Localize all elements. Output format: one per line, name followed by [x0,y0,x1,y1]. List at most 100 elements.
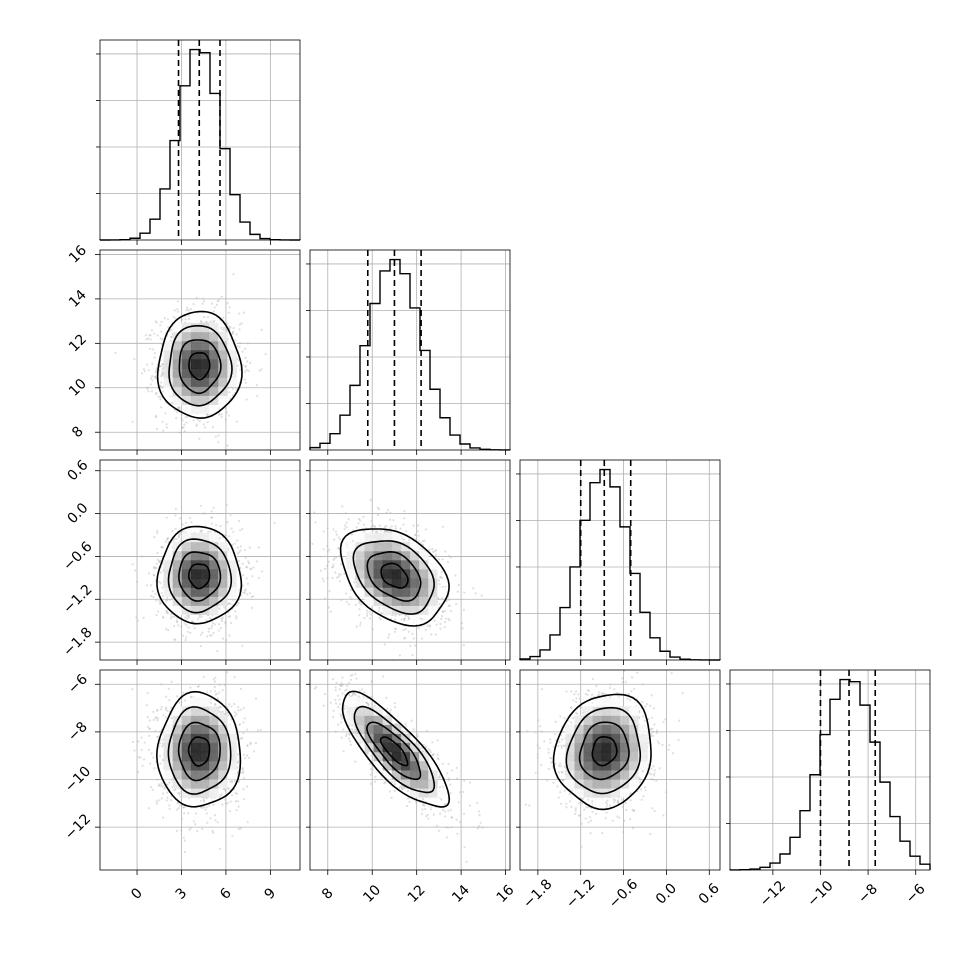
density-cell [355,541,365,552]
density-cell [218,578,228,588]
density-cell [190,313,201,324]
scatter-point [207,530,210,533]
scatter-point [157,784,160,787]
scatter-point [162,616,165,619]
scatter-point [156,735,159,739]
scatter-point [179,531,182,534]
scatter-point [233,542,236,545]
scatter-point [212,632,215,635]
scatter-point [412,637,415,640]
scatter-point [235,617,238,620]
scatter-point [157,799,160,802]
density-cell [218,359,228,369]
scatter-point [131,420,134,423]
density-cell [428,578,438,588]
histogram-panel-3 [726,669,931,871]
scatter-point [421,618,424,621]
y-tick-label: 10 [66,376,90,400]
scatter-point [355,526,358,529]
scatter-point [203,316,206,319]
scatter-point [244,588,247,591]
scatter-point [242,574,245,577]
scatter-point [370,520,373,523]
scatter-point [435,623,438,626]
scatter-point [321,577,324,580]
scatter-point [156,802,159,805]
scatter-point [443,626,446,629]
scatter-point [153,536,156,539]
scatter-point [169,613,173,616]
scatter-point [188,467,190,469]
scatter-point [337,546,340,550]
scatter-point [159,337,162,340]
density-cell [200,395,210,405]
density-cell [190,386,201,396]
scatter-point [217,629,220,632]
scatter-point [186,306,189,309]
scatter-point [363,523,366,526]
density-cell [218,395,228,405]
contour-line-1 [178,339,222,395]
density-cell [209,560,219,570]
scatter-point [166,596,169,599]
scatter-point [151,362,154,365]
density-cell [364,532,374,543]
scatter-point [229,514,232,517]
scatter-point [225,411,228,414]
scatter-point [201,827,204,830]
density-cell [181,395,192,405]
scatter-point [216,692,219,695]
scatter-point [403,517,406,520]
scatter-point [164,706,168,709]
scatter-point [223,606,226,609]
density-cell [200,322,210,333]
scatter-point [154,320,157,323]
scatter-point [377,609,380,612]
scatter-point [252,595,255,598]
density-cell [172,587,183,597]
scatter-point [216,697,219,700]
density-cell [209,605,219,615]
scatter-point [437,666,439,668]
scatter-point [260,368,263,371]
scatter-point [327,560,330,564]
scatter-point [189,516,192,520]
scatter-point [140,555,144,558]
scatter-point [177,536,181,539]
scatter-point [337,573,341,576]
scatter-point [210,627,213,630]
density-cell [410,587,420,597]
scatter-point [218,683,221,687]
density-cell [172,331,183,342]
scatter-point [392,519,395,522]
scatter-point [206,821,209,824]
scatter-point [166,318,170,321]
scatter-point [238,345,241,348]
scatter-point [161,616,164,619]
density-cell [382,532,393,543]
scatter-point [445,617,448,620]
scatter-point [161,758,164,762]
scatter-point [176,300,179,303]
panel-content [310,460,510,668]
density-cell [410,578,420,588]
scatter-point [191,620,194,623]
scatter-point [225,503,228,507]
scatter-point [159,560,162,563]
scatter-point [175,411,179,414]
scatter-point [227,602,230,605]
scatter-point [222,316,225,319]
scatter-point [398,654,401,657]
density-cell [218,569,228,579]
scatter-point [335,576,339,579]
scatter-point [376,530,379,533]
scatter-point [155,391,158,394]
scatter-point [183,423,186,426]
scatter-point [237,780,240,783]
scatter-point [232,273,235,276]
density-cell [410,596,420,606]
scatter-point [244,381,247,384]
scatter-point [184,616,187,619]
scatter-point [379,529,382,532]
scatter-point [204,808,207,811]
